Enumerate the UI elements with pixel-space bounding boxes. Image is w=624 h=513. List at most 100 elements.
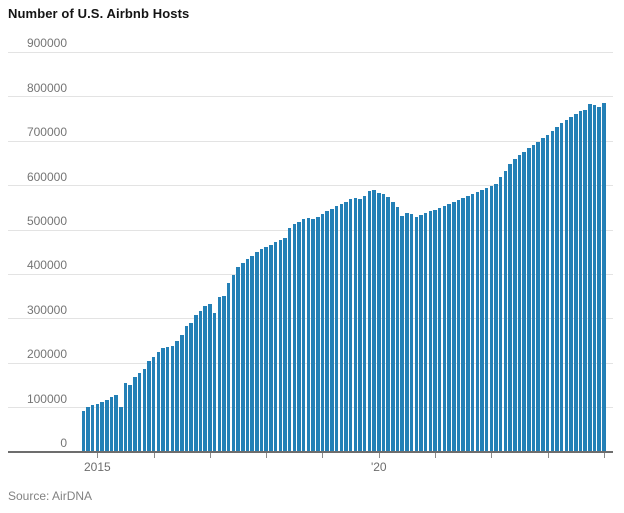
bar <box>226 282 231 452</box>
bar <box>194 315 198 452</box>
bar <box>156 351 161 452</box>
bar <box>498 177 503 452</box>
bar <box>574 113 578 452</box>
y-gridline <box>8 185 613 187</box>
bar <box>508 163 512 452</box>
bar <box>452 202 456 452</box>
bar <box>311 218 315 452</box>
bar <box>578 111 583 452</box>
bar <box>588 103 592 452</box>
bar <box>259 249 264 452</box>
bar <box>494 183 498 452</box>
bar <box>100 401 104 452</box>
bar <box>175 341 179 452</box>
bar <box>208 303 212 452</box>
bar <box>353 197 358 452</box>
bar <box>522 151 526 452</box>
bar <box>105 399 109 452</box>
bar <box>245 259 250 452</box>
bar <box>283 237 287 452</box>
bar <box>306 217 311 452</box>
bar <box>142 369 147 452</box>
bar <box>405 212 409 452</box>
bar <box>114 395 118 452</box>
bar <box>250 255 254 452</box>
bar <box>81 411 86 452</box>
bar <box>470 194 475 452</box>
y-axis-tick-label: 100000 <box>26 391 67 406</box>
bar <box>409 214 414 452</box>
bar <box>386 197 390 452</box>
bar <box>241 263 245 452</box>
x-axis-year-tick <box>153 453 155 458</box>
bar <box>184 325 189 452</box>
bar <box>536 141 540 452</box>
x-axis-year-tick <box>266 453 268 458</box>
bar <box>419 214 423 452</box>
y-gridline <box>8 51 613 53</box>
bar <box>527 148 531 452</box>
bar <box>236 267 240 452</box>
bar <box>377 192 381 452</box>
y-axis-tick-label: 200000 <box>26 347 67 362</box>
bar <box>90 405 95 452</box>
chart-title: Number of U.S. Airbnb Hosts <box>8 6 190 21</box>
source-note: Source: AirDNA <box>8 489 93 503</box>
bar <box>414 217 419 452</box>
bar <box>372 189 376 452</box>
bar <box>86 407 90 452</box>
bar <box>330 208 334 452</box>
bar <box>569 117 573 452</box>
bar <box>344 202 348 452</box>
y-axis-tick-label: 600000 <box>26 169 67 184</box>
bar <box>217 297 222 452</box>
bar <box>583 109 587 452</box>
bar <box>147 360 151 452</box>
bar <box>325 211 329 452</box>
y-axis-tick-label: 0 <box>60 436 67 450</box>
bar <box>203 306 207 452</box>
x-axis-line <box>8 451 613 453</box>
bar <box>391 202 395 452</box>
x-axis-year-tick <box>97 453 99 458</box>
y-gridline <box>8 96 613 98</box>
bar <box>222 296 226 452</box>
bar <box>278 240 283 452</box>
bar <box>137 372 142 452</box>
bar <box>119 407 123 452</box>
bar <box>297 221 301 452</box>
bar <box>109 397 114 452</box>
x-axis-year-tick <box>378 453 380 458</box>
bar <box>367 191 372 452</box>
y-axis-tick-label: 500000 <box>26 214 67 228</box>
bar <box>564 119 569 452</box>
bar <box>461 198 465 452</box>
bar <box>320 214 325 452</box>
bar <box>545 134 550 452</box>
bar <box>316 217 320 452</box>
bar <box>133 376 137 452</box>
bar <box>559 122 564 452</box>
bar <box>161 348 165 452</box>
bar <box>348 199 353 452</box>
bar <box>189 322 193 452</box>
bar <box>362 195 367 452</box>
y-axis-tick-label: 700000 <box>26 125 67 140</box>
bar <box>273 242 278 452</box>
bar <box>513 159 517 452</box>
bar <box>489 185 494 452</box>
bar <box>334 206 339 452</box>
bar <box>198 311 203 452</box>
x-axis-year-tick <box>209 453 211 458</box>
bar <box>433 209 437 452</box>
y-gridline <box>8 318 613 320</box>
bar <box>550 130 555 452</box>
x-axis-year-tick <box>547 453 549 458</box>
bar <box>231 275 236 452</box>
bar <box>269 244 273 452</box>
y-gridline <box>8 407 613 409</box>
bar <box>531 144 536 452</box>
bar <box>423 213 428 452</box>
x-axis-year-tick <box>435 453 437 458</box>
